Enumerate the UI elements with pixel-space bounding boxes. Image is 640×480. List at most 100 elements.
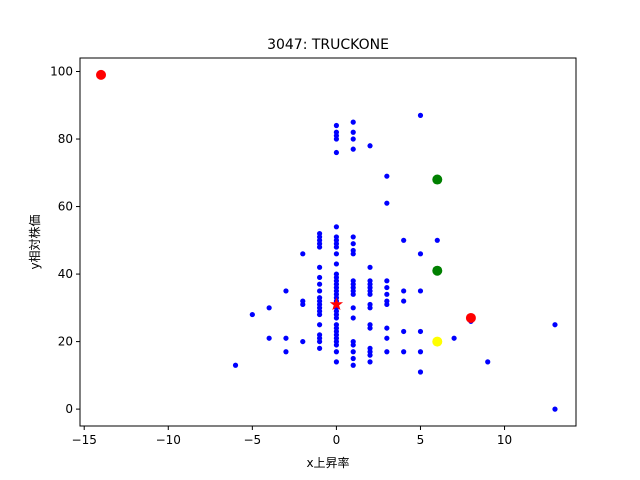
x-tick-label: 5 xyxy=(417,433,425,447)
data-point xyxy=(552,322,558,328)
data-point xyxy=(384,284,390,291)
data-point xyxy=(350,291,356,297)
x-tick-label: 0 xyxy=(333,433,341,447)
data-point xyxy=(350,241,356,247)
data-point xyxy=(316,288,323,294)
y-tick-label: 20 xyxy=(58,335,73,349)
highlight-point xyxy=(465,312,476,323)
chart-title: 3047: TRUCKONE xyxy=(267,37,389,53)
x-tick-label: −15 xyxy=(72,433,97,447)
highlight-point xyxy=(96,69,107,80)
data-point xyxy=(367,325,373,331)
data-point xyxy=(350,315,356,321)
data-point xyxy=(434,237,440,243)
x-axis-label: x上昇率 xyxy=(306,455,349,470)
data-point xyxy=(384,278,390,284)
data-point xyxy=(333,315,340,321)
data-point xyxy=(485,359,491,365)
highlight-point xyxy=(432,336,443,347)
data-point xyxy=(401,349,407,355)
data-point xyxy=(384,325,390,331)
data-point xyxy=(333,122,340,129)
data-point xyxy=(232,362,239,368)
data-point xyxy=(333,359,340,365)
y-tick-label: 100 xyxy=(50,65,73,79)
data-point xyxy=(283,349,289,355)
data-point xyxy=(249,311,255,318)
data-point xyxy=(401,237,407,243)
data-point xyxy=(333,349,340,355)
data-point xyxy=(316,264,323,270)
highlight-point xyxy=(432,265,443,276)
data-point xyxy=(384,335,390,341)
data-point xyxy=(451,335,457,341)
data-point xyxy=(333,224,340,230)
data-point xyxy=(266,305,272,311)
data-point xyxy=(417,369,424,375)
data-point xyxy=(316,281,323,287)
data-point xyxy=(417,349,424,355)
data-point xyxy=(384,173,390,179)
plot-area xyxy=(96,69,558,412)
y-tick-label: 0 xyxy=(65,402,73,416)
data-point xyxy=(367,305,373,311)
data-point xyxy=(266,335,272,341)
data-point xyxy=(384,349,390,355)
data-point xyxy=(417,288,424,294)
data-point xyxy=(401,298,407,304)
y-axis-label: y相対株価 xyxy=(27,214,42,269)
data-point xyxy=(333,342,340,348)
data-point xyxy=(316,322,323,328)
data-point xyxy=(401,288,407,294)
data-point xyxy=(350,305,356,311)
data-point xyxy=(316,311,323,318)
data-point xyxy=(283,335,289,341)
data-point xyxy=(333,149,340,156)
data-point xyxy=(316,274,323,281)
data-point xyxy=(350,234,356,240)
highlight-point xyxy=(432,174,443,185)
y-tick-label: 40 xyxy=(58,267,73,281)
plot-frame xyxy=(79,57,577,427)
x-tick-label: −10 xyxy=(156,433,181,447)
data-point xyxy=(552,406,558,412)
data-point xyxy=(350,362,356,368)
data-point xyxy=(367,143,373,149)
data-point xyxy=(350,119,356,125)
data-point xyxy=(300,251,306,257)
data-point xyxy=(316,338,323,345)
data-point xyxy=(401,328,407,335)
data-point xyxy=(333,261,340,267)
data-point xyxy=(417,112,424,118)
data-point xyxy=(350,349,356,355)
data-point xyxy=(367,291,373,297)
data-point xyxy=(367,359,373,365)
x-tick-label: −5 xyxy=(243,433,261,447)
data-point xyxy=(417,251,424,257)
data-point xyxy=(350,136,356,142)
data-point xyxy=(333,251,340,257)
data-point xyxy=(350,251,356,257)
data-point xyxy=(350,129,356,135)
data-point xyxy=(300,301,306,308)
data-point xyxy=(384,301,390,308)
y-tick-label: 80 xyxy=(58,132,73,146)
data-point xyxy=(283,288,289,294)
data-point xyxy=(384,200,390,206)
data-point xyxy=(316,244,323,250)
data-point xyxy=(350,342,356,348)
data-point xyxy=(300,338,306,345)
data-point xyxy=(384,291,390,297)
data-point xyxy=(367,264,373,270)
data-point xyxy=(367,352,373,358)
data-point xyxy=(316,345,323,351)
data-point xyxy=(350,355,356,362)
star-marker xyxy=(329,297,344,311)
data-point xyxy=(333,136,340,142)
data-point xyxy=(417,328,424,335)
x-tick-label: 10 xyxy=(497,433,512,447)
data-point xyxy=(350,146,356,152)
y-tick-label: 60 xyxy=(58,200,73,214)
